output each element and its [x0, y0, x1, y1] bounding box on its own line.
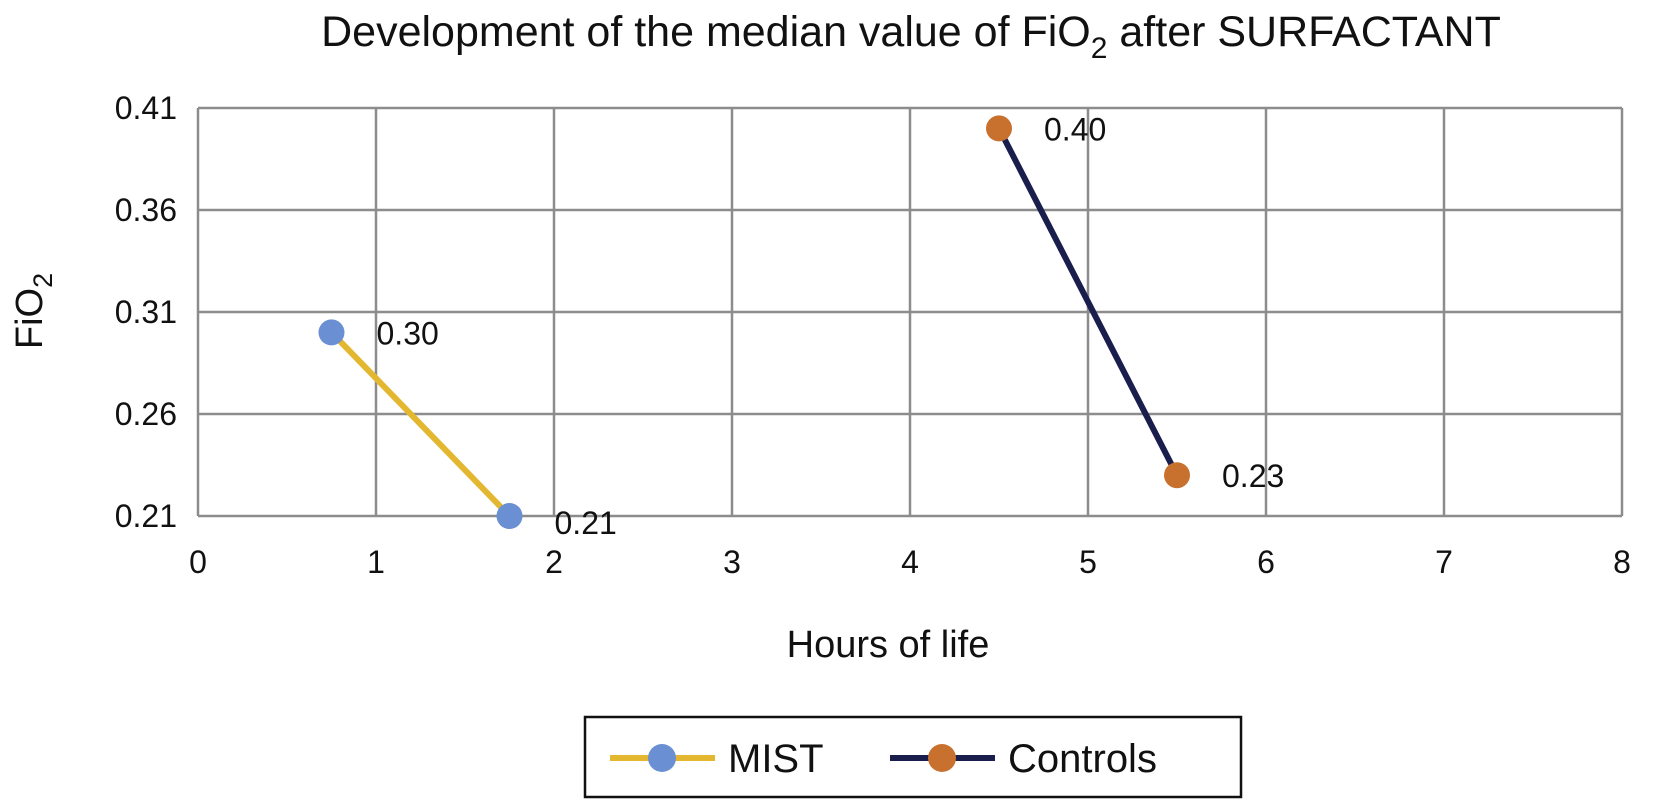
y-axis-label: FiO2	[9, 273, 58, 349]
data-label: 0.21	[555, 505, 617, 541]
x-tick-label: 1	[367, 544, 385, 580]
legend: MIST Controls	[583, 715, 1243, 799]
y-tick-labels: 0.21 0.26 0.31 0.36 0.41	[115, 90, 177, 534]
series-line-controls	[996, 127, 1180, 477]
x-tick-label: 2	[545, 544, 563, 580]
chart-title: Development of the median value of FiO2 …	[321, 8, 1501, 65]
data-label: 0.30	[377, 315, 439, 351]
x-axis-label: Hours of life	[787, 624, 990, 666]
y-tick-label: 0.31	[115, 294, 177, 330]
legend-label-mist: MIST	[728, 737, 824, 781]
y-tick-label: 0.26	[115, 396, 177, 432]
x-tick-label: 6	[1257, 544, 1275, 580]
legend-marker-controls	[928, 744, 956, 772]
x-tick-label: 8	[1613, 544, 1631, 580]
y-tick-label: 0.21	[115, 498, 177, 534]
legend-label-controls: Controls	[1008, 737, 1157, 781]
data-label: 0.40	[1044, 111, 1106, 147]
x-tick-labels: 0 1 2 3 4 5 6 7 8	[189, 544, 1631, 580]
data-label: 0.23	[1222, 458, 1284, 494]
x-tick-label: 0	[189, 544, 207, 580]
data-point-controls	[986, 115, 1012, 142]
x-tick-label: 4	[901, 544, 919, 580]
series-layer: 0.30 0.21 0.40 0.23	[318, 111, 1284, 541]
data-point-mist	[318, 319, 345, 346]
y-tick-label: 0.41	[115, 90, 177, 126]
y-tick-label: 0.36	[115, 192, 177, 228]
series-line-mist	[329, 330, 512, 519]
grid	[196, 106, 1624, 518]
x-tick-label: 3	[723, 544, 741, 580]
x-tick-label: 5	[1079, 544, 1097, 580]
x-tick-label: 7	[1435, 544, 1453, 580]
data-point-controls	[1164, 462, 1190, 489]
legend-marker-mist	[648, 744, 676, 772]
data-point-mist	[496, 503, 523, 529]
